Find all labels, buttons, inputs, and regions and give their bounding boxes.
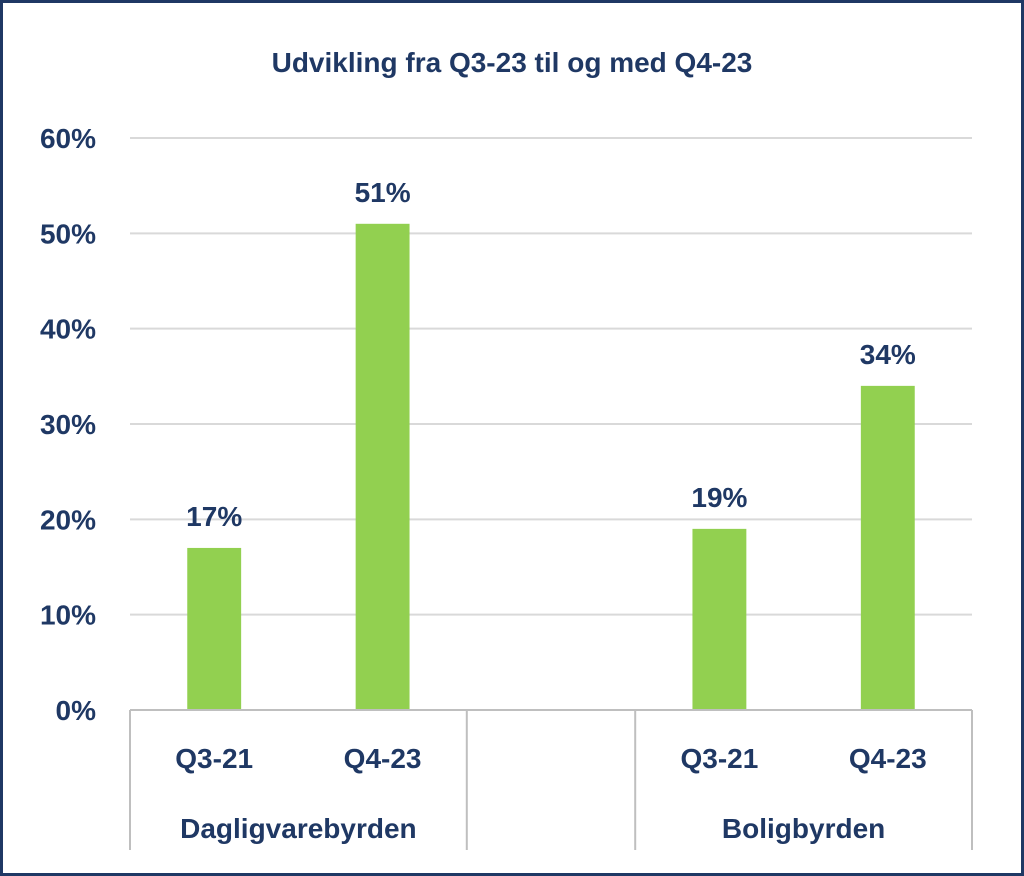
y-tick-label: 30% [40,409,96,440]
y-tick-label: 40% [40,314,96,345]
y-tick-label: 0% [56,695,97,726]
bar [187,547,242,710]
bar [692,528,747,710]
y-axis-ticks: 0% 10% 20% 30% 40% 50% 60% [40,123,96,726]
group-label: Dagligvarebyrden [180,813,417,844]
bar [860,385,915,710]
data-label: 34% [860,339,916,370]
y-tick-label: 50% [40,218,96,249]
data-label: 19% [691,482,747,513]
data-label: 51% [355,177,411,208]
bars [187,223,915,711]
x-axis: Q3-21 Q4-23 Dagligvarebyrden Q3-21 Q4-23 Boli… [129,709,973,850]
bar [355,223,410,711]
group-label: Boligbyrden [722,813,885,844]
chart-title: Udvikling fra Q3-23 til og med Q4-23 [272,47,753,78]
x-tick-label: Q3-21 [175,743,253,774]
y-tick-label: 60% [40,123,96,154]
data-label: 17% [186,501,242,532]
x-tick-label: Q3-21 [680,743,758,774]
x-tick-label: Q4-23 [849,743,927,774]
y-tick-label: 20% [40,504,96,535]
y-tick-label: 10% [40,600,96,631]
gridlines [130,137,972,616]
data-labels: 17% 51% 19% 34% [186,177,916,532]
x-tick-label: Q4-23 [344,743,422,774]
